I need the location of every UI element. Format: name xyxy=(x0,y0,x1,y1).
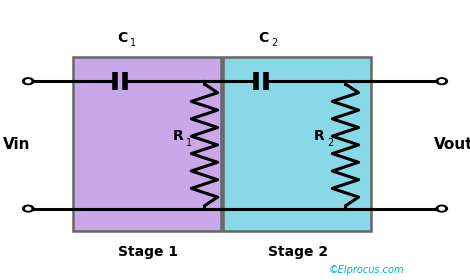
Text: 1: 1 xyxy=(130,38,136,48)
Text: C: C xyxy=(258,31,269,45)
Text: 2: 2 xyxy=(327,138,334,148)
Text: ©Elprocus.com: ©Elprocus.com xyxy=(329,265,404,275)
Text: 1: 1 xyxy=(186,138,193,148)
Circle shape xyxy=(26,207,31,210)
Text: C: C xyxy=(118,31,128,45)
Text: Stage 2: Stage 2 xyxy=(268,245,329,259)
Bar xyxy=(223,57,371,231)
Circle shape xyxy=(439,80,444,83)
Bar xyxy=(73,57,221,231)
Text: 2: 2 xyxy=(271,38,277,48)
Circle shape xyxy=(23,78,34,85)
Circle shape xyxy=(439,207,444,210)
Text: Vin: Vin xyxy=(3,137,30,152)
Text: Vout: Vout xyxy=(434,137,470,152)
Circle shape xyxy=(23,205,34,212)
Circle shape xyxy=(26,80,31,83)
Circle shape xyxy=(436,78,447,85)
Text: R: R xyxy=(173,129,184,143)
Text: R: R xyxy=(314,129,325,143)
Text: Stage 1: Stage 1 xyxy=(118,245,178,259)
Circle shape xyxy=(436,205,447,212)
